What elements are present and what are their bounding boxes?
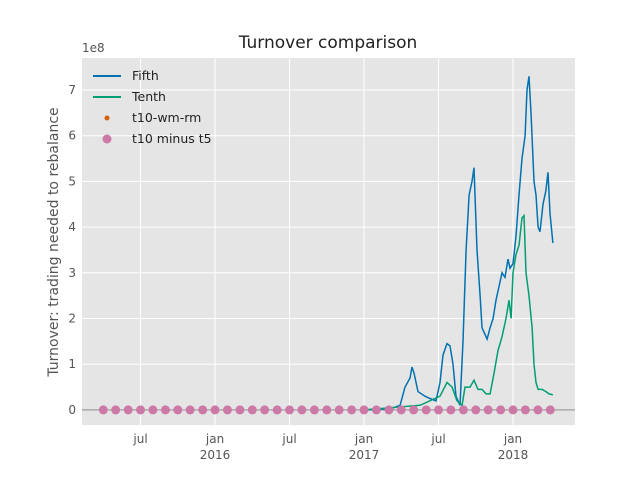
x-tick-label: jul — [281, 432, 296, 446]
x-tick-label-line: 2016 — [200, 448, 231, 462]
data-point — [160, 405, 170, 415]
data-point — [198, 405, 208, 415]
data-point — [297, 405, 307, 415]
data-point — [434, 405, 444, 415]
y-offset-label: 1e8 — [82, 41, 105, 55]
data-point — [222, 405, 232, 415]
legend-label: t10-wm-rm — [132, 110, 201, 125]
legend-label: Fifth — [132, 68, 159, 83]
legend-swatch — [102, 134, 112, 144]
x-tick-label-line: 2017 — [349, 448, 380, 462]
data-point — [446, 405, 456, 415]
data-point — [508, 405, 518, 415]
y-tick-label: 0 — [68, 403, 76, 417]
data-point — [471, 405, 481, 415]
data-point — [458, 405, 468, 415]
y-tick-label: 4 — [68, 220, 76, 234]
y-tick-label: 6 — [68, 129, 76, 143]
data-point — [247, 405, 257, 415]
data-point — [409, 405, 419, 415]
y-tick-label: 3 — [68, 266, 76, 280]
data-point — [272, 405, 282, 415]
x-tick-label: jan 2017 — [349, 432, 380, 462]
data-point — [371, 405, 381, 415]
y-tick-label: 5 — [68, 174, 76, 188]
data-point — [260, 405, 270, 415]
chart-title: Turnover comparison — [238, 33, 418, 53]
data-point — [496, 405, 506, 415]
data-point — [483, 405, 493, 415]
data-point — [359, 405, 369, 415]
data-point — [384, 405, 394, 415]
data-point — [136, 405, 146, 415]
data-point — [334, 405, 344, 415]
x-tick-label-line: jan — [354, 432, 373, 446]
series-line — [363, 213, 554, 411]
x-tick-label-line: 2018 — [498, 448, 529, 462]
legend-label: t10 minus t5 — [132, 131, 212, 146]
data-point — [210, 405, 220, 415]
data-point — [347, 405, 357, 415]
data-point — [173, 405, 183, 415]
data-point — [421, 405, 431, 415]
data-point — [545, 405, 555, 415]
y-tick-label: 2 — [68, 312, 76, 326]
y-axis-label: Turnover: trading needed to rebalance — [46, 107, 62, 377]
series-line — [363, 76, 554, 411]
x-tick-label-line: jul — [281, 432, 296, 446]
data-point — [148, 405, 158, 415]
x-tick-label-line: jul — [132, 432, 147, 446]
data-point — [111, 405, 121, 415]
x-tick-label: jan 2016 — [200, 432, 231, 462]
data-point — [309, 405, 319, 415]
legend-swatch — [104, 115, 110, 121]
legend-label: Tenth — [131, 89, 166, 104]
data-point — [98, 405, 108, 415]
data-point — [396, 405, 406, 415]
y-tick-label: 1 — [68, 357, 76, 371]
x-tick-label-line: jul — [430, 432, 445, 446]
x-tick-label-line: jan — [503, 432, 522, 446]
data-point — [185, 405, 195, 415]
x-tick-label: jul — [430, 432, 445, 446]
x-tick-label: jan 2018 — [498, 432, 529, 462]
y-tick-label: 7 — [68, 83, 76, 97]
x-tick-label: jul — [132, 432, 147, 446]
data-point — [123, 405, 133, 415]
data-point — [520, 405, 530, 415]
data-point — [322, 405, 332, 415]
data-point — [285, 405, 295, 415]
data-point — [533, 405, 543, 415]
data-point — [235, 405, 245, 415]
x-tick-label-line: jan — [205, 432, 224, 446]
